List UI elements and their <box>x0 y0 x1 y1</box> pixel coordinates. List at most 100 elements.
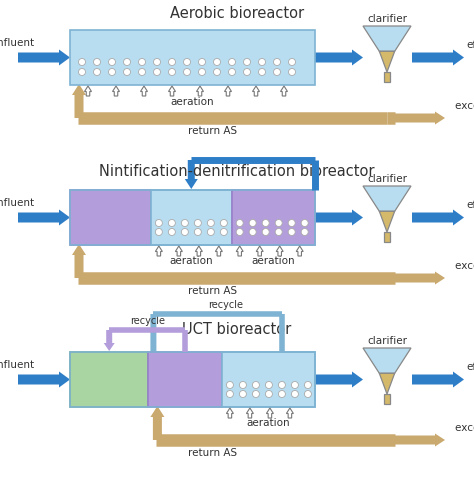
FancyArrow shape <box>72 244 86 278</box>
Circle shape <box>262 219 269 227</box>
Circle shape <box>138 68 146 76</box>
Text: return AS: return AS <box>188 126 237 136</box>
Polygon shape <box>363 186 411 211</box>
FancyArrow shape <box>175 246 182 256</box>
Circle shape <box>258 68 265 76</box>
Text: aeration: aeration <box>246 418 290 428</box>
Circle shape <box>168 228 175 236</box>
Circle shape <box>265 390 273 398</box>
Circle shape <box>228 68 236 76</box>
FancyArrow shape <box>155 246 163 256</box>
Circle shape <box>292 390 299 398</box>
Circle shape <box>236 219 243 227</box>
Circle shape <box>227 381 233 388</box>
Polygon shape <box>379 51 395 72</box>
Text: effluent: effluent <box>466 200 474 210</box>
Bar <box>70 190 151 245</box>
Circle shape <box>278 381 285 388</box>
Circle shape <box>182 228 188 236</box>
FancyArrow shape <box>315 210 363 226</box>
Circle shape <box>236 228 243 236</box>
FancyArrow shape <box>88 51 301 64</box>
FancyArrow shape <box>315 372 363 388</box>
FancyArrow shape <box>18 210 70 226</box>
Text: recycle: recycle <box>209 300 244 310</box>
FancyArrow shape <box>140 86 147 96</box>
Text: clarifier: clarifier <box>367 14 407 24</box>
Text: return AS: return AS <box>188 448 237 458</box>
FancyArrow shape <box>236 246 243 256</box>
FancyArrow shape <box>18 50 70 66</box>
FancyArrow shape <box>393 433 445 446</box>
FancyArrow shape <box>412 50 464 66</box>
Circle shape <box>273 58 281 66</box>
Circle shape <box>109 58 116 66</box>
FancyArrow shape <box>18 372 70 388</box>
Bar <box>232 190 315 245</box>
FancyArrow shape <box>148 314 159 363</box>
Circle shape <box>239 381 246 388</box>
Circle shape <box>199 58 206 66</box>
FancyArrow shape <box>393 111 445 124</box>
Circle shape <box>265 381 273 388</box>
Text: excess AS: excess AS <box>455 423 474 433</box>
Text: recycle: recycle <box>130 316 164 326</box>
Bar <box>222 352 315 407</box>
FancyArrow shape <box>266 408 273 418</box>
FancyArrow shape <box>150 406 164 440</box>
Text: excess AS: excess AS <box>455 101 474 111</box>
Circle shape <box>227 390 233 398</box>
FancyArrow shape <box>276 246 283 256</box>
Bar <box>148 352 222 407</box>
Circle shape <box>301 219 308 227</box>
Text: effluent: effluent <box>466 362 474 372</box>
Polygon shape <box>363 348 411 373</box>
Circle shape <box>183 68 191 76</box>
FancyArrow shape <box>225 86 231 96</box>
FancyArrow shape <box>104 330 115 351</box>
Circle shape <box>194 228 201 236</box>
Circle shape <box>239 390 246 398</box>
FancyArrow shape <box>296 246 303 256</box>
Circle shape <box>275 228 282 236</box>
Circle shape <box>109 68 116 76</box>
FancyArrow shape <box>112 86 119 96</box>
Circle shape <box>182 219 188 227</box>
Circle shape <box>252 390 259 398</box>
FancyArrow shape <box>412 210 464 226</box>
Polygon shape <box>379 373 395 394</box>
FancyArrow shape <box>72 84 86 118</box>
FancyArrow shape <box>195 246 202 256</box>
Circle shape <box>244 58 250 66</box>
Circle shape <box>168 58 175 66</box>
Circle shape <box>244 68 250 76</box>
Text: influent: influent <box>0 199 34 209</box>
Text: UCT bioreactor: UCT bioreactor <box>182 322 292 337</box>
Circle shape <box>79 68 85 76</box>
Circle shape <box>289 68 295 76</box>
Text: influent: influent <box>0 39 34 49</box>
Bar <box>70 352 315 407</box>
Circle shape <box>220 228 228 236</box>
FancyArrow shape <box>315 50 363 66</box>
Circle shape <box>124 58 130 66</box>
Circle shape <box>262 228 269 236</box>
FancyArrow shape <box>281 86 288 96</box>
FancyArrow shape <box>215 246 222 256</box>
Circle shape <box>258 58 265 66</box>
Text: aeration: aeration <box>170 256 213 266</box>
Polygon shape <box>379 211 395 232</box>
FancyArrow shape <box>393 271 445 284</box>
Circle shape <box>124 68 130 76</box>
FancyArrow shape <box>185 160 198 189</box>
Text: return AS: return AS <box>188 286 237 296</box>
Circle shape <box>278 390 285 398</box>
Circle shape <box>155 219 163 227</box>
FancyArrow shape <box>227 408 233 418</box>
Text: clarifier: clarifier <box>367 336 407 346</box>
Circle shape <box>273 68 281 76</box>
Circle shape <box>154 58 161 66</box>
Bar <box>70 352 148 407</box>
Circle shape <box>292 381 299 388</box>
FancyArrow shape <box>197 86 203 96</box>
